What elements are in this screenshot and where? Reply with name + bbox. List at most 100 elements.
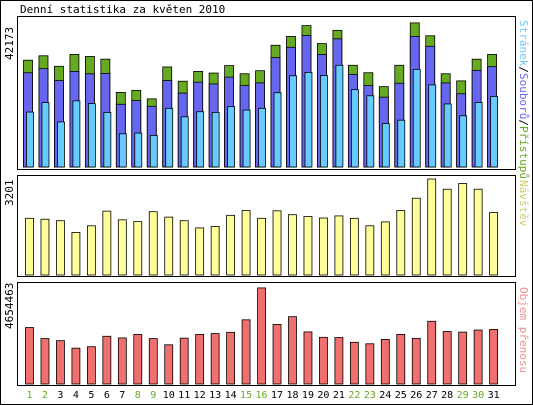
bar-visits-30 — [473, 188, 483, 276]
bar-traffic-27 — [427, 320, 437, 385]
bar-visits-10 — [164, 216, 174, 276]
bar-traffic-12 — [195, 334, 205, 385]
bar-pages-2 — [41, 102, 50, 168]
bar-visits-26 — [411, 197, 421, 276]
bar-visits-12 — [195, 227, 205, 276]
bar-visits-5 — [86, 225, 96, 276]
bar-visits-19 — [303, 216, 313, 276]
x-tick-label-7: 7 — [119, 390, 125, 401]
x-tick-label-12: 12 — [194, 390, 206, 401]
bar-visits-16 — [257, 217, 266, 276]
bar-traffic-5 — [86, 346, 96, 385]
x-tick-label-31: 31 — [488, 390, 500, 401]
x-tick-label-18: 18 — [286, 390, 298, 401]
x-tick-label-17: 17 — [271, 390, 283, 401]
x-tick-label-23: 23 — [364, 390, 376, 401]
bar-visits-2 — [40, 218, 50, 276]
bar-pages-25 — [397, 119, 406, 168]
bar-traffic-13 — [210, 333, 220, 385]
bar-visits-15 — [241, 210, 251, 276]
x-tick-label-16: 16 — [256, 390, 268, 401]
x-tick-label-6: 6 — [104, 390, 110, 401]
bar-pages-22 — [350, 89, 359, 168]
bar-visits-8 — [133, 221, 143, 276]
bar-pages-29 — [459, 115, 468, 168]
series-legend-traffic: Objem přenosu — [517, 287, 530, 374]
y-max-label-hits: 42173 — [3, 26, 16, 60]
bar-traffic-8 — [133, 334, 143, 385]
bar-traffic-26 — [411, 337, 421, 385]
series-legend-hits-files-pages: Stránek/Souborů/Přístupů — [517, 20, 530, 179]
bar-visits-24 — [380, 221, 390, 276]
x-tick-label-1: 1 — [26, 390, 32, 401]
bar-pages-23 — [366, 95, 375, 168]
bar-pages-31 — [490, 96, 499, 168]
bar-pages-15 — [242, 109, 251, 168]
x-tick-label-13: 13 — [209, 390, 221, 401]
bar-visits-13 — [210, 226, 220, 276]
page-title: Denní statistika za květen 2010 — [20, 3, 226, 16]
x-tick-label-24: 24 — [379, 390, 391, 401]
x-tick-label-4: 4 — [73, 390, 79, 401]
bar-traffic-23 — [365, 343, 375, 385]
bar-traffic-28 — [442, 331, 452, 385]
bar-pages-26 — [412, 68, 421, 168]
bar-pages-10 — [165, 107, 174, 168]
bar-visits-21 — [334, 215, 344, 276]
bar-visits-31 — [489, 212, 499, 276]
bar-pages-21 — [335, 64, 344, 168]
bar-visits-4 — [71, 232, 81, 276]
x-tick-label-10: 10 — [163, 390, 175, 401]
bar-pages-14 — [227, 106, 236, 168]
bar-visits-29 — [458, 183, 468, 276]
x-tick-label-27: 27 — [426, 390, 438, 401]
bar-pages-18 — [289, 75, 297, 168]
x-tick-label-26: 26 — [410, 390, 422, 401]
bar-traffic-14 — [226, 331, 236, 385]
bar-pages-24 — [381, 123, 390, 168]
bar-visits-14 — [226, 214, 236, 276]
bar-traffic-1 — [25, 327, 34, 385]
x-tick-label-5: 5 — [88, 390, 94, 401]
bar-pages-13 — [211, 112, 220, 168]
bar-traffic-22 — [349, 341, 359, 385]
x-tick-label-2: 2 — [42, 390, 48, 401]
bar-traffic-30 — [473, 329, 483, 385]
bar-pages-1 — [26, 111, 34, 168]
bar-pages-30 — [474, 102, 483, 168]
bar-traffic-16 — [257, 287, 266, 385]
bar-pages-5 — [87, 103, 96, 168]
bar-visits-18 — [288, 214, 297, 276]
legend-pages: Stránek — [517, 20, 530, 67]
bar-traffic-6 — [102, 335, 112, 385]
bar-traffic-11 — [179, 337, 189, 385]
bar-pages-3 — [57, 121, 65, 168]
bar-traffic-25 — [396, 334, 406, 385]
bar-traffic-18 — [288, 316, 297, 385]
legend-sep-2: / — [517, 119, 530, 126]
bar-traffic-3 — [56, 340, 65, 385]
legend-files: Souborů — [517, 72, 530, 120]
bar-visits-7 — [117, 219, 127, 276]
bar-visits-11 — [179, 220, 189, 276]
bar-pages-4 — [72, 100, 81, 168]
bar-pages-28 — [443, 103, 452, 168]
x-tick-label-14: 14 — [225, 390, 237, 401]
bar-pages-9 — [149, 135, 158, 168]
bar-traffic-24 — [380, 339, 390, 385]
x-tick-label-11: 11 — [178, 390, 190, 401]
bar-pages-11 — [180, 116, 189, 168]
bar-traffic-21 — [334, 337, 344, 385]
bar-visits-27 — [427, 178, 437, 276]
bar-visits-23 — [365, 225, 375, 276]
x-tick-label-29: 29 — [457, 390, 469, 401]
series-legend-visits: Návštěv — [517, 180, 530, 227]
x-tick-label-28: 28 — [441, 390, 453, 401]
legend-hits: Přístupů — [517, 125, 530, 179]
bar-traffic-9 — [148, 338, 158, 385]
bar-visits-3 — [56, 220, 65, 276]
y-max-label-traffic: 4654463 — [3, 282, 16, 329]
bar-visits-9 — [148, 211, 158, 276]
x-tick-label-22: 22 — [348, 390, 360, 401]
